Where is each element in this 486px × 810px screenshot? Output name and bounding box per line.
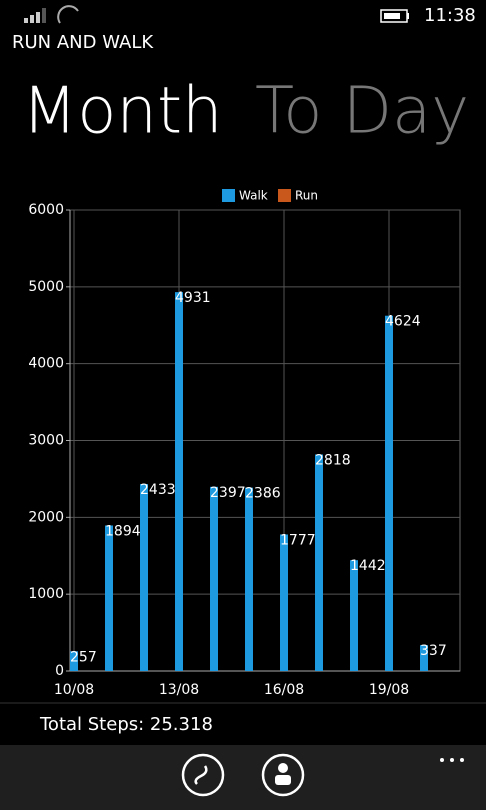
bar	[140, 484, 148, 671]
data-label: 2433	[140, 482, 176, 498]
bar	[245, 487, 253, 671]
bar	[350, 560, 358, 671]
x-tick-label: 13/08	[159, 682, 199, 698]
bar	[70, 651, 78, 671]
data-label: 1777	[280, 532, 316, 548]
bar	[420, 645, 428, 671]
bar	[385, 315, 393, 671]
chart: 0 1000 2000 3000 4000 5000 6000 10/08 13/08 16/08…	[28, 189, 461, 698]
y-tick-label: 1000	[28, 586, 64, 602]
data-label: 4624	[385, 314, 421, 330]
bar	[315, 454, 323, 671]
data-label: 257	[70, 649, 97, 665]
pivot-inactive[interactable]: To Day	[255, 75, 469, 149]
data-label: 1894	[105, 523, 141, 539]
x-tick-label: 19/08	[369, 682, 409, 698]
y-tick-label: 2000	[28, 509, 64, 525]
profile-button[interactable]	[261, 753, 305, 797]
profile-icon	[275, 763, 291, 785]
bar	[280, 534, 288, 671]
data-label: 4931	[175, 290, 211, 306]
legend-label: Run	[295, 189, 318, 203]
bar	[175, 292, 183, 671]
data-label: 2397	[210, 485, 246, 501]
signal-icon	[24, 8, 46, 23]
battery-icon	[380, 9, 409, 23]
app-bar	[0, 745, 486, 810]
x-tick-label: 10/08	[54, 682, 94, 698]
x-tick-label: 16/08	[264, 682, 304, 698]
y-tick-label: 3000	[28, 433, 64, 449]
data-label: 2386	[245, 486, 281, 502]
clock: 11:38	[424, 5, 476, 26]
y-tick-label: 6000	[28, 202, 64, 218]
more-button[interactable]	[440, 758, 464, 762]
y-tick-label: 4000	[28, 356, 64, 372]
y-tick-label: 5000	[28, 279, 64, 295]
y-tick-label: 0	[55, 663, 64, 679]
total-steps: Total Steps: 25.318	[39, 714, 213, 735]
pivot-active[interactable]: Month	[22, 75, 223, 149]
wifi-icon	[57, 5, 79, 24]
legend-swatch	[278, 189, 291, 202]
bar	[105, 525, 113, 671]
run-button[interactable]	[181, 753, 225, 797]
data-label: 1442	[350, 558, 386, 574]
app-title: RUN AND WALK	[12, 32, 154, 53]
run-icon	[194, 765, 208, 785]
legend-label: Walk	[239, 189, 268, 203]
data-label: 2818	[315, 452, 351, 468]
bar	[210, 486, 218, 671]
legend-swatch	[222, 189, 235, 202]
data-label: 337	[420, 643, 447, 659]
